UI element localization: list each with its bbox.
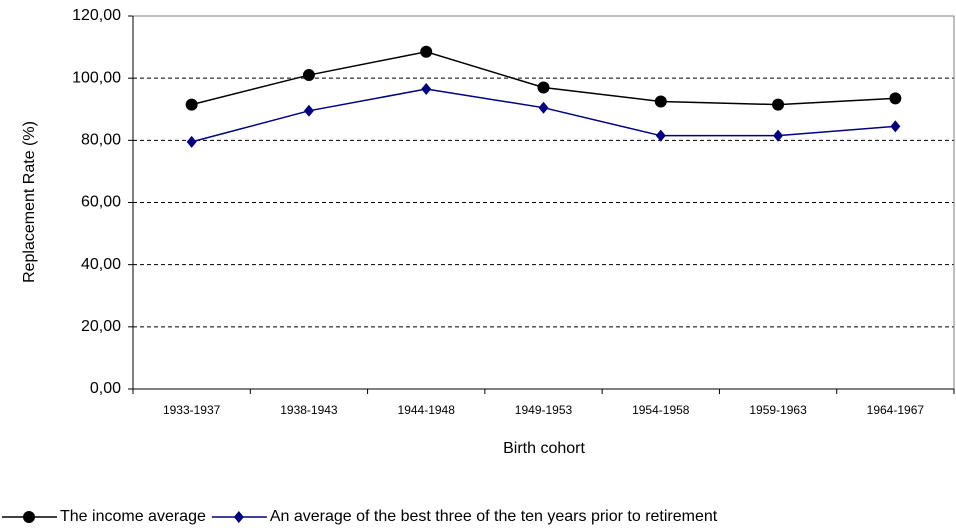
y-tick-label: 80,00 xyxy=(81,132,121,149)
y-tick-label: 0,00 xyxy=(90,380,121,397)
marker xyxy=(772,98,785,111)
legend-label: The income average xyxy=(60,508,206,525)
x-tick-label: 1933-1937 xyxy=(163,403,221,417)
marker xyxy=(538,101,549,114)
marker xyxy=(654,95,667,108)
plot-frame xyxy=(132,15,955,390)
x-tick-label: 1954-1958 xyxy=(632,403,690,417)
marker xyxy=(303,104,314,117)
x-tick-label: 1944-1948 xyxy=(398,403,456,417)
legend-label: An average of the best three of the ten … xyxy=(270,508,718,525)
marker xyxy=(889,92,902,105)
x-tick-label: 1964-1967 xyxy=(867,403,925,417)
x-axis-title: Birth cohort xyxy=(503,440,585,457)
x-tick-label: 1959-1963 xyxy=(749,403,807,417)
marker xyxy=(23,511,35,523)
y-tick-label: 40,00 xyxy=(81,256,121,273)
y-axis-title: Replacement Rate (%) xyxy=(21,121,38,283)
y-tick-label: 100,00 xyxy=(72,69,121,86)
marker xyxy=(655,129,666,142)
marker xyxy=(233,511,244,523)
marker xyxy=(773,129,784,142)
marker xyxy=(420,45,433,58)
y-tick-label: 20,00 xyxy=(81,318,121,335)
marker xyxy=(185,98,198,111)
y-tick-label: 60,00 xyxy=(81,194,121,211)
x-tick-label: 1949-1953 xyxy=(515,403,573,417)
marker xyxy=(302,69,315,82)
marker xyxy=(890,120,901,133)
marker xyxy=(537,81,550,94)
marker xyxy=(421,83,432,96)
series-line xyxy=(191,50,896,106)
marker xyxy=(186,135,197,148)
y-tick-label: 120,00 xyxy=(72,7,121,24)
x-tick-label: 1938-1943 xyxy=(280,403,338,417)
series-line xyxy=(191,88,896,143)
